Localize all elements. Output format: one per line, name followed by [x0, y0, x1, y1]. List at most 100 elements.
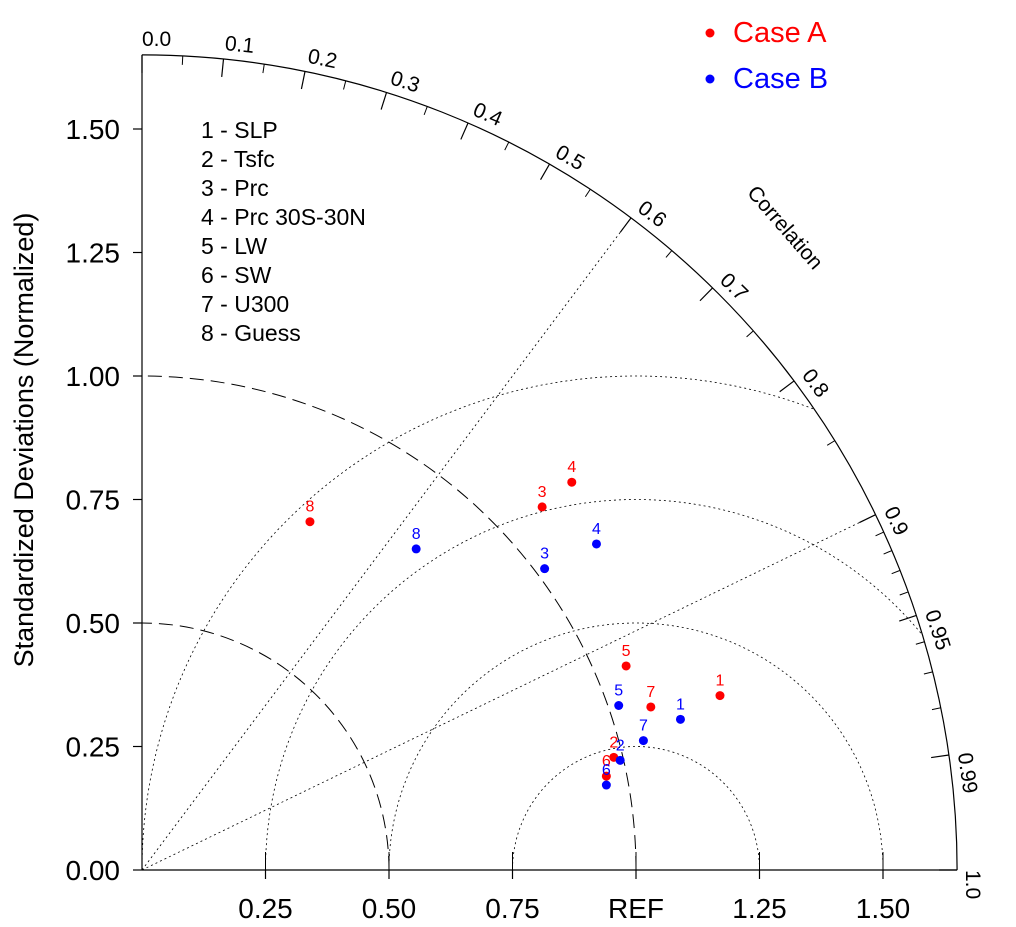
- point-label: 1: [716, 673, 725, 690]
- x-tick-label: 0.75: [485, 893, 540, 924]
- x-tick-label: REF: [608, 893, 664, 924]
- correlation-minor-tick: [923, 671, 933, 675]
- point-case-a-7: [646, 702, 656, 712]
- point-case-b-3: [540, 564, 550, 574]
- grid-layer: [141, 217, 922, 871]
- y-tick-label: 0.75: [66, 485, 121, 516]
- point-label: 2: [616, 737, 625, 754]
- correlation-tick-label: 0.99: [953, 751, 982, 795]
- correlation-arc: [141, 54, 958, 871]
- axes-layer: [141, 54, 958, 871]
- correlation-minor-tick: [504, 141, 510, 151]
- variable-key-item: 6 - SW: [201, 262, 272, 288]
- point-label: 6: [602, 762, 611, 779]
- y-axis-label: Standardized Deviations (Normalized): [9, 213, 39, 668]
- correlation-minor-tick: [423, 106, 428, 116]
- point-case-a-1: [715, 691, 725, 701]
- correlation-tick: [899, 614, 917, 622]
- point-case-b-6: [601, 780, 611, 790]
- correlation-minor-tick: [343, 80, 347, 90]
- point-case-a-6: [601, 771, 611, 781]
- variable-key-item: 3 - Prc: [201, 175, 269, 201]
- correlation-tick-label: 0.7: [715, 269, 752, 306]
- correlation-ray-0.6: [141, 217, 632, 871]
- y-tick-label: 1.00: [66, 361, 121, 392]
- std-arc-0.5: [141, 622, 390, 871]
- variable-key: 1 - SLP 2 - Tsfc 3 - Prc 4 - Prc 30S-30N 5 -…: [201, 117, 366, 346]
- x-tick-label: 0.25: [238, 893, 293, 924]
- legend: Case A Case B: [705, 17, 828, 95]
- legend-marker: [705, 74, 715, 84]
- correlation-tick-label: 0.2: [306, 45, 339, 73]
- point-label: 2: [609, 734, 618, 751]
- y-tick-label: 0.00: [66, 855, 121, 886]
- correlation-minor-tick: [875, 531, 884, 537]
- correlation-tick: [619, 217, 632, 233]
- correlation-tick-label: 0.5: [552, 141, 589, 176]
- point-label: 5: [614, 682, 623, 699]
- point-label: 1: [676, 696, 685, 713]
- legend-label: Case A: [733, 17, 827, 49]
- x-tick-label: 1.25: [732, 893, 787, 924]
- point-case-a-5: [621, 661, 631, 671]
- correlation-tick-label: 0.3: [388, 67, 423, 98]
- y-tick-label: 0.50: [66, 608, 121, 639]
- y-tick-label: 1.25: [66, 238, 121, 269]
- y-tick-label: 1.50: [66, 114, 121, 145]
- correlation-tick-label: 0.1: [224, 32, 255, 58]
- correlation-minor-tick: [891, 569, 901, 575]
- rms-arc-0.25: [512, 746, 760, 871]
- correlation-minor-tick: [746, 330, 754, 338]
- point-case-b-2: [615, 755, 625, 765]
- variable-key-item: 7 - U300: [201, 291, 289, 317]
- correlation-minor-tick: [826, 440, 836, 446]
- legend-marker: [705, 28, 715, 38]
- rms-arc-0.5: [388, 622, 884, 871]
- point-label: 4: [567, 459, 576, 476]
- correlation-ray-0.9: [141, 514, 876, 871]
- point-label: 4: [592, 521, 601, 538]
- correlation-tick: [540, 163, 551, 180]
- correlation-tick: [221, 58, 225, 77]
- x-tick-label: 0.50: [362, 893, 417, 924]
- variable-key-item: 8 - Guess: [201, 320, 301, 346]
- correlation-tick: [699, 287, 713, 302]
- correlation-tick: [859, 514, 876, 524]
- y-tick-label: 0.25: [66, 732, 121, 763]
- points-layer: 1 2 3 4 5 6 7 8 1 2 3 4 5 6 7 8: [305, 459, 725, 790]
- correlation-tick-label: 1.0: [961, 870, 984, 899]
- point-label: 6: [602, 753, 611, 770]
- point-label: 7: [646, 684, 655, 701]
- correlation-tick-label: 0.0: [142, 28, 171, 51]
- variable-key-item: 4 - Prc 30S-30N: [201, 204, 366, 230]
- correlation-minor-tick: [915, 641, 925, 645]
- rms-arc-1: [141, 375, 814, 871]
- correlation-minor-tick: [931, 707, 941, 711]
- correlation-tick-label: 0.8: [797, 365, 833, 402]
- point-label: 7: [639, 718, 648, 735]
- correlation-minor-tick: [899, 591, 909, 596]
- variable-key-item: 2 - Tsfc: [201, 146, 275, 172]
- correlation-tick: [779, 380, 795, 393]
- point-case-b-5: [614, 700, 624, 710]
- correlation-tick: [380, 92, 388, 110]
- point-label: 5: [622, 643, 631, 660]
- x-tick-label: 1.50: [856, 893, 911, 924]
- point-case-b-4: [591, 539, 601, 549]
- correlation-minor-tick: [665, 250, 673, 258]
- point-label: 8: [412, 526, 421, 543]
- std-arc-1: [141, 375, 637, 871]
- correlation-minor-tick: [262, 64, 265, 74]
- legend-label: Case B: [733, 63, 828, 95]
- correlation-axis-label: Correlation: [743, 181, 828, 274]
- point-case-a-4: [567, 477, 577, 487]
- point-label: 3: [540, 546, 549, 563]
- point-case-a-8: [305, 517, 315, 527]
- point-label: 8: [306, 499, 315, 516]
- point-label: 3: [538, 484, 547, 501]
- correlation-tick: [931, 754, 950, 759]
- correlation-tick: [300, 71, 306, 90]
- point-case-b-7: [638, 736, 648, 746]
- variable-key-item: 5 - LW: [201, 233, 267, 259]
